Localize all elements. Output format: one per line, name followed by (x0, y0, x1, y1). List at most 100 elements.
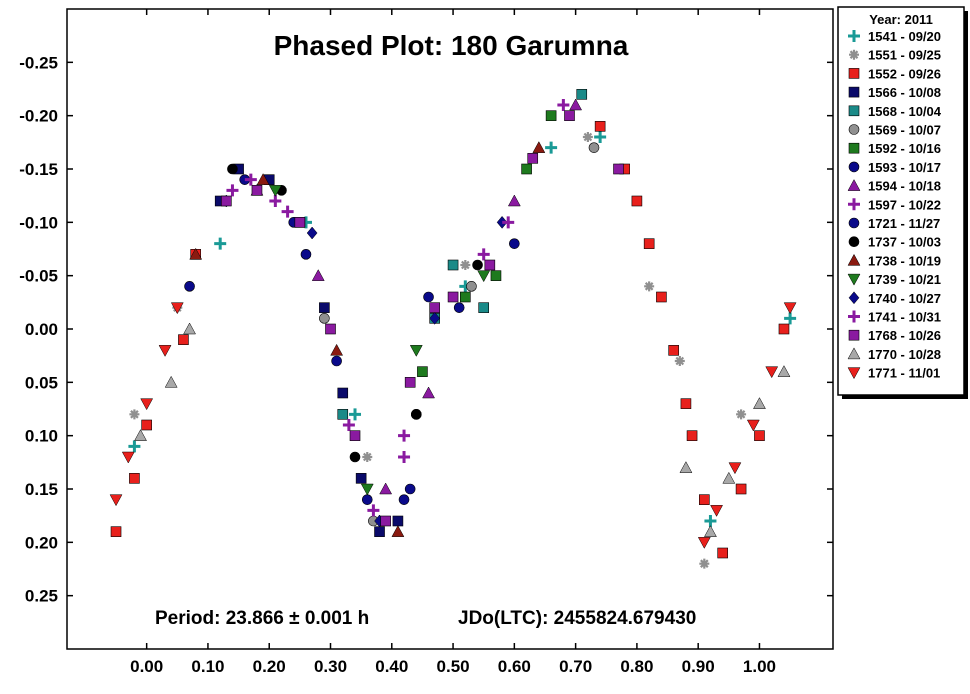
data-point (158, 345, 172, 357)
legend: Year: 2011 1541 - 09/20 1551 - 09/25 1552 … (837, 6, 968, 399)
data-point (319, 313, 330, 324)
y-tick-label: 0.10 (25, 427, 58, 446)
data-point (532, 141, 546, 153)
data-point (697, 537, 711, 549)
data-point (746, 419, 760, 432)
data-point (784, 312, 797, 325)
data-point (374, 526, 385, 537)
legend-label: 1541 - 09/20 (868, 29, 941, 44)
data-point (404, 377, 416, 388)
data-point (398, 494, 410, 505)
x-tick-label: 1.00 (743, 657, 776, 676)
data-point (221, 195, 232, 207)
data-point (409, 345, 423, 357)
data-point (754, 430, 765, 441)
legend-label: 1741 - 10/31 (868, 310, 941, 325)
x-tick-label: 0.10 (191, 657, 224, 676)
data-point (699, 558, 710, 569)
data-point (360, 483, 374, 496)
legend-title: Year: 2011 (869, 12, 933, 27)
legend-label: 1566 - 10/08 (868, 85, 941, 100)
data-point (509, 238, 520, 249)
legend-marker (848, 68, 860, 79)
data-point (422, 386, 435, 399)
data-point (170, 302, 184, 315)
data-point (686, 430, 698, 441)
data-point (319, 302, 330, 313)
data-point (478, 302, 490, 313)
data-point (134, 429, 147, 441)
y-tick-label: 0.15 (25, 480, 58, 499)
data-point (783, 302, 797, 315)
data-point (521, 163, 532, 175)
legend-label: 1569 - 10/07 (868, 123, 941, 138)
legend-label: 1721 - 11/27 (868, 216, 940, 231)
x-tick-label: 0.30 (314, 657, 347, 676)
data-point (178, 334, 189, 345)
data-point (330, 343, 344, 356)
data-point (306, 226, 318, 240)
y-tick-label: -0.10 (19, 213, 58, 232)
data-point (656, 291, 667, 303)
data-point (129, 409, 140, 420)
data-point (337, 387, 349, 399)
data-point (680, 398, 692, 409)
legend-marker (847, 273, 861, 286)
data-point (594, 121, 606, 132)
legend-label: 1551 - 09/25 (868, 48, 941, 63)
data-point (429, 311, 441, 325)
data-point (582, 132, 593, 142)
x-tick-label: 0.50 (437, 657, 470, 676)
data-point (410, 409, 422, 420)
data-point (342, 419, 355, 431)
legend-label: 1594 - 10/18 (868, 179, 941, 194)
legend-label: 1768 - 10/26 (868, 328, 941, 343)
data-point (300, 249, 312, 260)
data-point (569, 98, 583, 111)
data-point (704, 515, 717, 527)
x-tick-label: 0.90 (682, 657, 715, 676)
data-point (453, 302, 465, 313)
data-point (268, 185, 282, 197)
data-point (564, 110, 575, 121)
data-point (281, 205, 294, 218)
y-tick-label: -0.05 (19, 267, 58, 286)
data-point (429, 302, 440, 313)
y-tick-label: 0.25 (25, 587, 58, 606)
legend-marker (849, 49, 859, 60)
data-point (777, 365, 791, 377)
data-point (140, 398, 154, 411)
legend-marker (847, 179, 861, 191)
data-point (736, 409, 747, 420)
data-point (294, 217, 306, 228)
data-point (490, 270, 502, 281)
data-point (121, 451, 135, 464)
data-point (644, 281, 655, 292)
data-point (588, 142, 600, 153)
data-point (728, 462, 742, 475)
data-point (460, 260, 471, 270)
data-point (722, 471, 736, 484)
legend-label: 1737 - 10/03 (868, 235, 941, 250)
data-point (710, 505, 723, 517)
data-point (367, 504, 380, 517)
legend-marker (848, 30, 860, 42)
data-point (269, 195, 282, 207)
legend-marker (848, 142, 860, 154)
data-point (380, 515, 391, 527)
data-point (379, 482, 393, 495)
data-point (631, 195, 643, 207)
data-point (355, 473, 367, 484)
data-point (477, 270, 491, 283)
data-point (496, 215, 508, 229)
data-point (735, 483, 747, 495)
legend-marker (848, 217, 860, 229)
legend-marker (847, 367, 861, 380)
data-point (765, 366, 779, 379)
data-points (109, 89, 797, 569)
data-point (545, 110, 557, 121)
legend-marker (848, 310, 860, 323)
x-tick-label: 0.00 (130, 657, 163, 676)
data-point (331, 355, 342, 367)
data-point (256, 173, 270, 185)
